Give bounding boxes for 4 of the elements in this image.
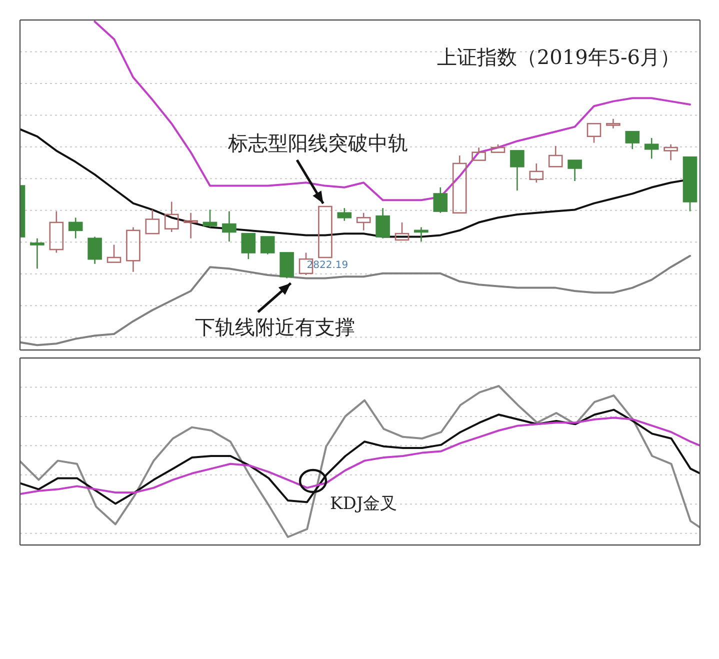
annotation: KDJ金叉 [330, 494, 398, 514]
annotation: 标志型阳线突破中轨 [227, 131, 408, 155]
chart-title: 上证指数（2019年5-6月） [436, 45, 680, 69]
annotation: 下轨线附近有支撑 [195, 315, 355, 339]
